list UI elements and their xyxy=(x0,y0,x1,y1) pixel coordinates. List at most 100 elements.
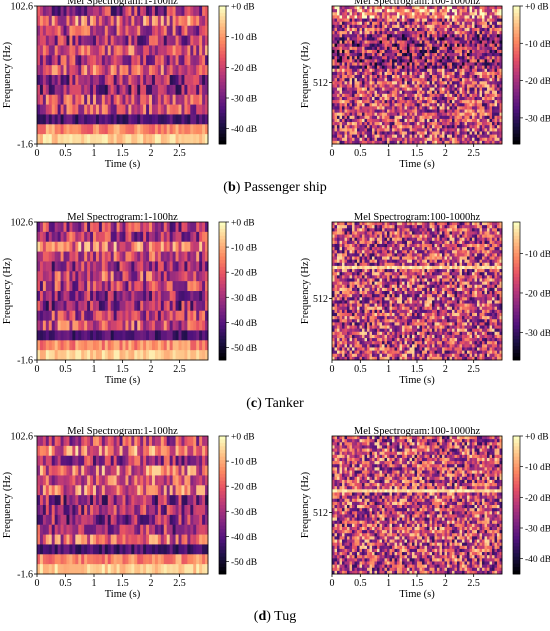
x-tick-label: 2 xyxy=(443,364,448,375)
y-tick-label: 102.6 xyxy=(11,432,34,443)
colorbar-tick-label: -30 dB xyxy=(231,508,257,518)
spectrogram-panel: Mel Spectrogram:100-1000hz 0 0.5 1 1.5 2 2.5 Ti… xyxy=(300,0,550,170)
x-tick-label: 1.5 xyxy=(116,364,129,375)
x-tick-label: 1.5 xyxy=(411,364,424,375)
y-axis-label: Frequency (Hz) xyxy=(2,257,13,324)
x-tick-label: 1 xyxy=(386,364,391,375)
x-tick-label: 0.5 xyxy=(354,148,367,159)
colorbar xyxy=(218,221,227,361)
x-tick-label: 1 xyxy=(92,578,97,589)
x-tick-label: 2.5 xyxy=(173,148,186,159)
x-tick-label: 0.5 xyxy=(59,578,72,589)
colorbar-tick-label: -30 dB xyxy=(231,294,257,304)
y-tick-label: 102.6 xyxy=(11,2,34,13)
caption-text: Passenger ship xyxy=(240,180,327,195)
colorbar-tick-label: -50 dB xyxy=(231,558,257,568)
colorbar-tick-label: -10 dB xyxy=(231,244,257,254)
colorbar-tick-label: -30 dB xyxy=(525,525,550,535)
colorbar xyxy=(512,435,521,575)
x-axis-label: Time (s) xyxy=(105,375,141,386)
colorbar xyxy=(218,435,227,575)
y-axis-label: Frequency (Hz) xyxy=(2,471,13,538)
caption-letter: c xyxy=(250,396,258,411)
chart-title: Mel Spectrogram:100-1000hz xyxy=(354,212,481,223)
x-tick-label: 2.5 xyxy=(173,578,186,589)
x-tick-label: 2.5 xyxy=(467,148,480,159)
x-tick-label: 2.5 xyxy=(467,364,480,375)
caption-letter: b xyxy=(227,180,236,195)
colorbar-tick-label: -30 dB xyxy=(525,329,550,339)
x-tick-label: 1 xyxy=(386,148,391,159)
x-tick-label: 2 xyxy=(149,364,154,375)
colorbar-tick-label: -10 dB xyxy=(231,33,257,43)
x-tick-label: 0 xyxy=(35,364,40,375)
x-tick-label: 0 xyxy=(330,364,335,375)
x-axis-label: Time (s) xyxy=(399,375,435,386)
x-tick-label: 1.5 xyxy=(116,578,129,589)
colorbar-tick-label: -40 dB xyxy=(231,125,257,135)
x-tick-label: 1 xyxy=(386,578,391,589)
y-tick-label: 512 xyxy=(313,294,328,305)
colorbar-tick-label: -10 dB xyxy=(231,458,257,468)
y-tick-label: 512 xyxy=(313,508,328,519)
colorbar-tick-label: -10 dB xyxy=(525,250,550,260)
colorbar-tick-label: +0 dB xyxy=(525,3,549,13)
colorbar-tick-label: -30 dB xyxy=(231,95,257,105)
caption-text: Tanker xyxy=(261,396,304,411)
y-axis-label: Frequency (Hz) xyxy=(300,471,311,538)
caption-letter: d xyxy=(258,609,267,624)
x-tick-label: 0 xyxy=(330,148,335,159)
spectrogram-panel: Mel Spectrogram:1-100hz 0 0.5 1 1.5 2 2.5 Time … xyxy=(2,0,257,170)
y-axis-label: Frequency (Hz) xyxy=(2,41,13,108)
x-tick-label: 1.5 xyxy=(411,148,424,159)
chart-title: Mel Spectrogram:100-1000hz xyxy=(354,426,481,437)
caption-passenger-ship: (b) Passenger ship xyxy=(223,180,327,195)
x-tick-label: 2.5 xyxy=(173,364,186,375)
heatmap-cells xyxy=(332,436,503,575)
colorbar-tick-label: -20 dB xyxy=(231,269,257,279)
caption-tug: (d) Tug xyxy=(253,609,297,624)
x-tick-label: 0 xyxy=(35,148,40,159)
heatmap-cells xyxy=(37,436,209,575)
colorbar-tick-label: -20 dB xyxy=(525,289,550,299)
y-tick-label: 102.6 xyxy=(11,218,34,229)
caption-tanker: (c) Tanker xyxy=(246,396,304,411)
colorbar-tick-label: -50 dB xyxy=(231,344,257,354)
x-tick-label: 0.5 xyxy=(354,364,367,375)
x-tick-label: 2.5 xyxy=(467,578,480,589)
colorbar-tick-label: -20 dB xyxy=(231,483,257,493)
x-tick-label: 1.5 xyxy=(411,578,424,589)
spectrogram-panel: Mel Spectrogram:1-100hz 0 0.5 1 1.5 2 2.5 Time … xyxy=(2,212,257,386)
chart-title: Mel Spectrogram:1-100hz xyxy=(67,426,178,437)
x-tick-label: 2 xyxy=(443,148,448,159)
spectrogram-panel: Mel Spectrogram:100-1000hz 0 0.5 1 1.5 2 2.5 Ti… xyxy=(300,426,550,600)
colorbar-tick-label: -40 dB xyxy=(525,555,550,565)
x-tick-label: 2 xyxy=(149,578,154,589)
colorbar xyxy=(218,5,227,145)
x-tick-label: 0 xyxy=(330,578,335,589)
colorbar-tick-label: +0 dB xyxy=(231,219,255,229)
spectrogram-panel: Mel Spectrogram:100-1000hz 0 0.5 1 1.5 2 2.5 Ti… xyxy=(300,212,550,386)
x-axis-label: Time (s) xyxy=(399,159,435,170)
x-tick-label: 0 xyxy=(35,578,40,589)
colorbar-tick-label: -40 dB xyxy=(231,533,257,543)
x-tick-label: 1.5 xyxy=(116,148,129,159)
caption-text: Tug xyxy=(270,609,297,624)
heatmap-cells xyxy=(332,222,503,361)
x-axis-label: Time (s) xyxy=(399,589,435,600)
colorbar-tick-label: -20 dB xyxy=(525,494,550,504)
x-tick-label: 2 xyxy=(149,148,154,159)
colorbar-tick-label: +0 dB xyxy=(525,433,549,443)
colorbar-tick-label: -40 dB xyxy=(231,319,257,329)
heatmap-cells xyxy=(37,6,209,145)
colorbar-tick-label: +0 dB xyxy=(231,3,255,13)
heatmap-cells xyxy=(37,222,209,361)
colorbar-tick-label: -30 dB xyxy=(525,114,550,124)
y-tick-label: -1.6 xyxy=(17,570,33,581)
chart-title: Mel Spectrogram:100-1000hz xyxy=(354,0,481,7)
y-tick-label: -1.6 xyxy=(17,140,33,151)
x-axis-label: Time (s) xyxy=(105,159,141,170)
spectrogram-panel: Mel Spectrogram:1-100hz 0 0.5 1 1.5 2 2.5 Time … xyxy=(2,426,257,600)
y-axis-label: Frequency (Hz) xyxy=(300,41,311,108)
